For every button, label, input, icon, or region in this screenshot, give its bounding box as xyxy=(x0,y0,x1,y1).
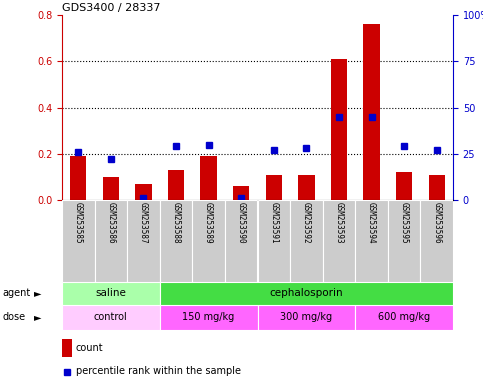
Bar xyxy=(257,305,355,330)
Text: GSM253595: GSM253595 xyxy=(399,202,409,244)
Bar xyxy=(62,200,95,282)
Text: GSM253586: GSM253586 xyxy=(106,202,115,244)
Bar xyxy=(192,200,225,282)
Text: count: count xyxy=(76,343,103,353)
Bar xyxy=(127,200,160,282)
Text: GSM253588: GSM253588 xyxy=(171,202,181,244)
Bar xyxy=(62,282,160,305)
Bar xyxy=(168,170,184,200)
Bar xyxy=(135,184,152,200)
Text: GSM253585: GSM253585 xyxy=(74,202,83,244)
Bar xyxy=(290,200,323,282)
Text: agent: agent xyxy=(2,288,30,298)
Bar xyxy=(355,305,453,330)
Text: percentile rank within the sample: percentile rank within the sample xyxy=(76,366,241,376)
Text: cephalosporin: cephalosporin xyxy=(270,288,343,298)
Text: GSM253593: GSM253593 xyxy=(334,202,343,244)
Bar xyxy=(388,200,420,282)
Text: GSM253592: GSM253592 xyxy=(302,202,311,244)
Text: control: control xyxy=(94,313,128,323)
Bar xyxy=(95,200,127,282)
Text: GSM253596: GSM253596 xyxy=(432,202,441,244)
Bar xyxy=(200,156,217,200)
Bar xyxy=(331,59,347,200)
Bar xyxy=(363,24,380,200)
Text: ►: ► xyxy=(34,288,42,298)
Bar xyxy=(62,339,72,356)
Text: GSM253590: GSM253590 xyxy=(237,202,246,244)
Text: GSM253591: GSM253591 xyxy=(270,202,278,244)
Bar xyxy=(160,282,453,305)
Text: GSM253589: GSM253589 xyxy=(204,202,213,244)
Text: 150 mg/kg: 150 mg/kg xyxy=(183,313,235,323)
Text: GSM253594: GSM253594 xyxy=(367,202,376,244)
Text: 300 mg/kg: 300 mg/kg xyxy=(280,313,332,323)
Text: dose: dose xyxy=(2,313,26,323)
Bar xyxy=(70,156,86,200)
Bar xyxy=(160,305,257,330)
Bar xyxy=(103,177,119,200)
Bar xyxy=(266,175,282,200)
Bar xyxy=(323,200,355,282)
Bar xyxy=(160,200,192,282)
Bar xyxy=(355,200,388,282)
Text: 600 mg/kg: 600 mg/kg xyxy=(378,313,430,323)
Bar xyxy=(62,305,160,330)
Bar xyxy=(233,186,249,200)
Bar xyxy=(428,175,445,200)
Text: GSM253587: GSM253587 xyxy=(139,202,148,244)
Bar xyxy=(420,200,453,282)
Bar xyxy=(298,175,314,200)
Text: saline: saline xyxy=(96,288,127,298)
Bar xyxy=(225,200,257,282)
Bar xyxy=(257,200,290,282)
Bar xyxy=(396,172,412,200)
Text: ►: ► xyxy=(34,313,42,323)
Text: GDS3400 / 28337: GDS3400 / 28337 xyxy=(62,3,160,13)
